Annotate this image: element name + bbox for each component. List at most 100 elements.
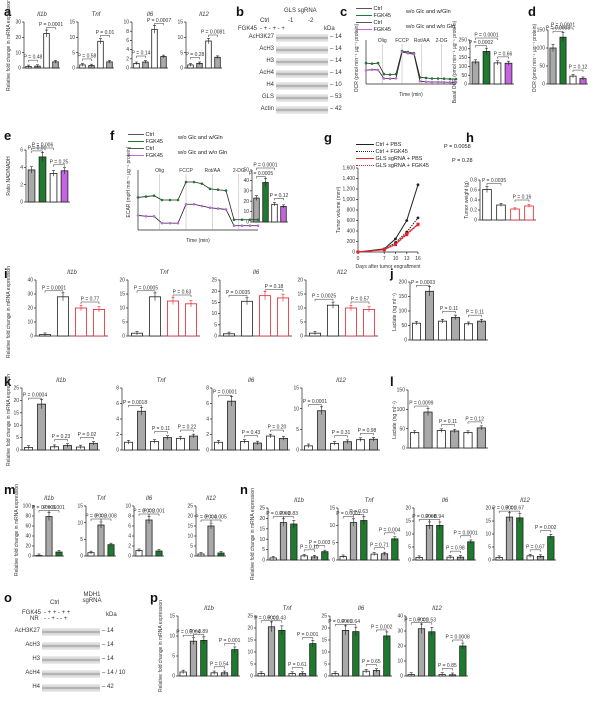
blot-kda-marker: – 42 bbox=[102, 684, 114, 690]
svg-text:Il6: Il6 bbox=[147, 12, 154, 18]
legend-ctrl: Ctrl bbox=[145, 132, 155, 138]
bar bbox=[149, 296, 161, 337]
svg-text:10: 10 bbox=[243, 209, 249, 215]
panel-label-c: c bbox=[340, 4, 348, 19]
svg-text:P = 0.0035: P = 0.0035 bbox=[226, 290, 250, 296]
svg-text:P = 0.89: P = 0.89 bbox=[189, 629, 208, 635]
panel-label-b: b bbox=[236, 4, 244, 19]
bar bbox=[38, 156, 47, 203]
svg-text:Rot/AA: Rot/AA bbox=[414, 38, 431, 44]
svg-text:20: 20 bbox=[187, 514, 193, 520]
svg-text:0: 0 bbox=[408, 558, 411, 564]
svg-text:13: 13 bbox=[404, 256, 410, 262]
svg-text:P = 0.94: P = 0.94 bbox=[425, 514, 444, 520]
svg-text:Time (min): Time (min) bbox=[186, 238, 210, 244]
bar bbox=[463, 432, 473, 449]
bar bbox=[241, 300, 253, 337]
y-axis-label: Tumor volume (mm³) bbox=[336, 186, 342, 233]
svg-text:8: 8 bbox=[116, 386, 119, 392]
svg-text:P = 0.0001: P = 0.0001 bbox=[254, 615, 278, 621]
bar bbox=[185, 303, 197, 337]
chart-a-il1b: 0 10 20 30 Il1b P = 0.48 P = 0.0001 bbox=[15, 12, 63, 72]
svg-text:Il1b: Il1b bbox=[44, 496, 54, 502]
svg-text:15: 15 bbox=[177, 20, 183, 26]
svg-text:1,600: 1,600 bbox=[342, 166, 355, 172]
bar bbox=[97, 524, 105, 557]
bar bbox=[516, 517, 524, 561]
bar bbox=[278, 630, 286, 677]
y-axis-label: Tumor weight (g) bbox=[464, 181, 470, 219]
svg-text:2: 2 bbox=[20, 182, 23, 188]
svg-text:200: 200 bbox=[399, 280, 408, 286]
blot-band bbox=[42, 656, 100, 664]
blot-row-label: H3 bbox=[32, 656, 40, 662]
bar bbox=[410, 432, 420, 449]
svg-text:P = 0.43: P = 0.43 bbox=[242, 430, 261, 436]
bar bbox=[459, 645, 467, 677]
svg-text:0: 0 bbox=[262, 558, 265, 564]
svg-text:P = 0.98: P = 0.98 bbox=[358, 428, 377, 434]
svg-text:P = 0.11: P = 0.11 bbox=[152, 426, 171, 432]
blot-band bbox=[276, 70, 328, 78]
svg-text:15: 15 bbox=[211, 300, 217, 306]
bar bbox=[160, 56, 167, 69]
legend-ctrl: Ctrl bbox=[145, 146, 155, 152]
chart-a-il12: 0 5 10 15 Il12 P = 0.28 P = 0.0081 bbox=[177, 12, 225, 72]
bar bbox=[253, 197, 260, 223]
svg-text:Time (min): Time (min) bbox=[399, 92, 423, 98]
svg-text:10: 10 bbox=[125, 504, 131, 510]
svg-text:P = 0.001: P = 0.001 bbox=[143, 509, 165, 515]
svg-text:P = 0.11: P = 0.11 bbox=[466, 310, 485, 316]
blot-band bbox=[276, 82, 328, 90]
chart-k-il12: 0 5 10 15 Il12 P = 0.0001 P = 0.31 P = 0.98 bbox=[293, 378, 380, 454]
panel-label-k: k bbox=[4, 374, 12, 389]
svg-text:20: 20 bbox=[25, 544, 31, 550]
svg-text:20: 20 bbox=[321, 626, 327, 632]
svg-text:0: 0 bbox=[190, 554, 193, 560]
bar bbox=[505, 516, 514, 561]
svg-text:P = 0.005: P = 0.005 bbox=[205, 515, 227, 521]
svg-text:P = 0.11: P = 0.11 bbox=[440, 306, 459, 312]
svg-text:P = 0.0001: P = 0.0001 bbox=[42, 285, 66, 291]
svg-text:0: 0 bbox=[206, 448, 209, 454]
blot-row-label: H4 bbox=[32, 684, 40, 690]
svg-text:P = 0.0099: P = 0.0099 bbox=[409, 401, 433, 407]
svg-text:2: 2 bbox=[116, 432, 119, 438]
svg-text:P = 0.0007: P = 0.0007 bbox=[147, 18, 171, 24]
svg-text:P = 0.85: P = 0.85 bbox=[438, 663, 457, 669]
svg-text:P = 0.0081: P = 0.0081 bbox=[201, 30, 225, 36]
svg-text:5: 5 bbox=[250, 662, 253, 668]
blot-row-label: H4 bbox=[266, 82, 274, 88]
blot-header: GLS sgRNA bbox=[284, 8, 317, 14]
svg-text:10: 10 bbox=[259, 537, 265, 543]
svg-text:P = 0.12: P = 0.12 bbox=[465, 416, 484, 422]
svg-text:10: 10 bbox=[77, 520, 83, 526]
bar bbox=[471, 61, 480, 85]
bar bbox=[549, 47, 557, 85]
chart-h-tumor-weight-g-: 0 0.2 0.4 0.6 0.8 P = 0.0035 P = 0.16 bbox=[470, 178, 536, 224]
svg-text:20: 20 bbox=[27, 306, 33, 312]
panel-label-e: e bbox=[4, 128, 12, 143]
blot-band bbox=[276, 94, 328, 102]
svg-text:0.8: 0.8 bbox=[470, 178, 477, 184]
svg-text:5: 5 bbox=[332, 540, 335, 546]
svg-text:P = 0.0003: P = 0.0003 bbox=[266, 511, 290, 517]
svg-text:P = 0.65: P = 0.65 bbox=[362, 659, 381, 665]
bar bbox=[267, 626, 276, 677]
y-axis-label: Relative fold change in mRNA expression bbox=[250, 488, 256, 580]
svg-text:P = 0.57: P = 0.57 bbox=[351, 297, 370, 303]
svg-text:Olig: Olig bbox=[378, 38, 387, 44]
svg-text:600: 600 bbox=[347, 218, 356, 224]
blot-group: Ctrl bbox=[260, 18, 270, 24]
svg-text:10: 10 bbox=[13, 423, 19, 429]
p-value: P = 0.0058 bbox=[444, 144, 471, 150]
svg-text:10: 10 bbox=[405, 532, 411, 538]
svg-text:0: 0 bbox=[324, 674, 327, 680]
svg-text:P = 0.001: P = 0.001 bbox=[297, 632, 319, 638]
svg-text:15: 15 bbox=[485, 519, 491, 525]
svg-text:0: 0 bbox=[300, 334, 303, 340]
svg-text:7: 7 bbox=[383, 256, 386, 262]
legend-item: Ctrl + PBS bbox=[356, 142, 401, 148]
